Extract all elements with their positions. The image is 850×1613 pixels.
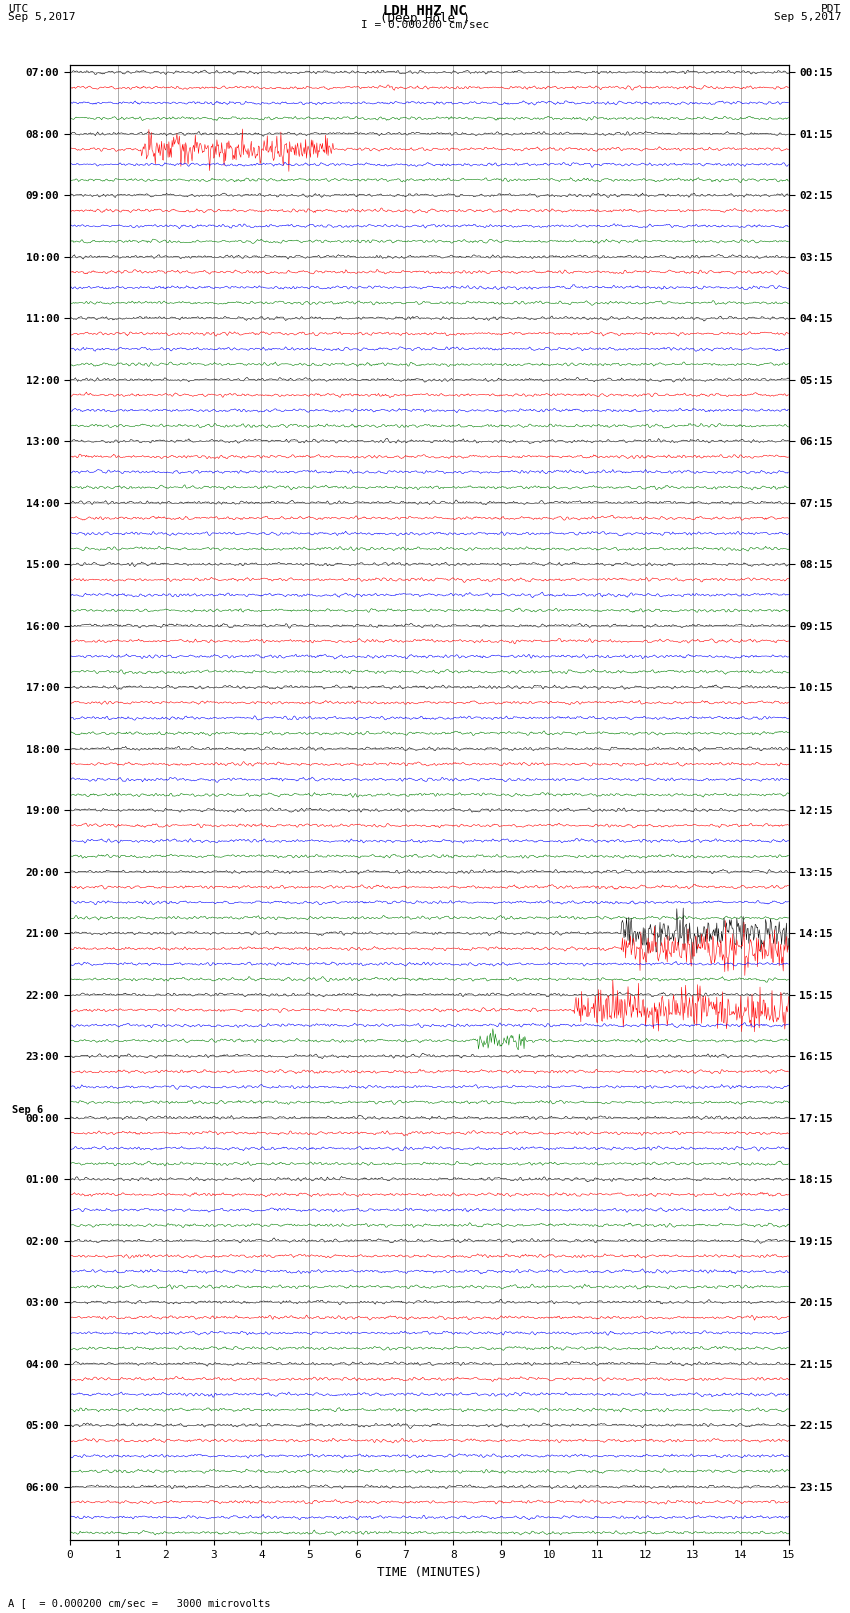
X-axis label: TIME (MINUTES): TIME (MINUTES) bbox=[377, 1566, 482, 1579]
Text: PDT: PDT bbox=[821, 5, 842, 15]
Text: LDH HHZ NC: LDH HHZ NC bbox=[383, 5, 467, 18]
Text: A [  = 0.000200 cm/sec =   3000 microvolts: A [ = 0.000200 cm/sec = 3000 microvolts bbox=[8, 1598, 271, 1608]
Text: Sep 5,2017: Sep 5,2017 bbox=[774, 11, 842, 23]
Text: UTC: UTC bbox=[8, 5, 29, 15]
Text: I = 0.000200 cm/sec: I = 0.000200 cm/sec bbox=[361, 19, 489, 31]
Text: Sep 5,2017: Sep 5,2017 bbox=[8, 11, 76, 23]
Text: Sep 6: Sep 6 bbox=[12, 1105, 43, 1115]
Text: (Deep Hole ): (Deep Hole ) bbox=[380, 11, 470, 26]
